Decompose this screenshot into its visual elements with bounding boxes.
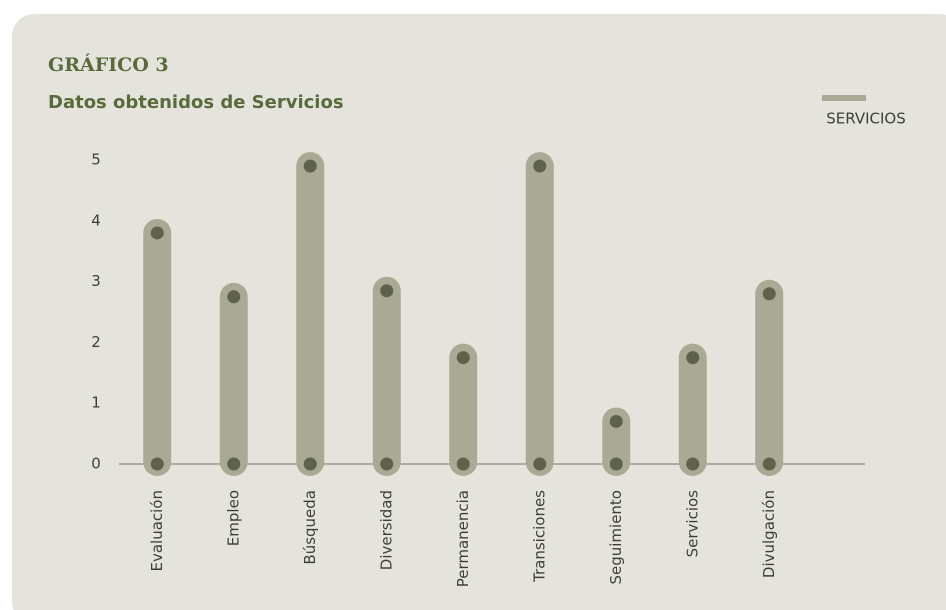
bar (602, 407, 631, 476)
legend-swatch (822, 95, 866, 101)
base-dot (456, 457, 470, 471)
base-dot (227, 457, 241, 471)
chart-title: GRÁFICO 3 (48, 53, 169, 76)
base-dot (686, 457, 700, 471)
value-dot (456, 351, 470, 365)
base-dot (762, 457, 776, 471)
y-tick-label: 4 (91, 211, 101, 229)
x-tick-label: Empleo (224, 490, 242, 546)
base-dot (609, 457, 623, 471)
value-dot (380, 284, 394, 298)
base-dot (303, 457, 317, 471)
base-dot (380, 457, 394, 471)
x-tick-label: Transiciones (530, 490, 548, 583)
y-tick-label: 2 (91, 333, 101, 351)
bar (449, 343, 478, 476)
bar (525, 152, 554, 476)
y-tick-label: 0 (91, 455, 101, 473)
bar (678, 343, 707, 476)
base-dot (150, 457, 164, 471)
bar (219, 282, 248, 476)
x-tick-label: Evaluación (148, 490, 166, 572)
x-tick-label: Búsqueda (301, 490, 319, 565)
base-dot (533, 457, 547, 471)
x-tick-label: Servicios (683, 490, 701, 558)
chart-subtitle: Datos obtenidos de Servicios (48, 92, 344, 113)
value-dot (150, 226, 164, 240)
x-tick-label: Divulgación (760, 490, 778, 578)
y-tick-label: 1 (91, 394, 101, 412)
x-tick-label: Permanencia (454, 490, 472, 587)
bar (372, 276, 401, 476)
bar (143, 218, 172, 476)
value-dot (303, 159, 317, 173)
value-dot (533, 159, 547, 173)
value-dot (227, 290, 241, 304)
x-tick-label: Diversidad (377, 490, 395, 570)
y-tick-label: 3 (91, 272, 101, 290)
bar (296, 152, 325, 476)
value-dot (609, 414, 623, 428)
y-tick-label: 5 (91, 151, 101, 169)
value-dot (686, 351, 700, 365)
legend-label: SERVICIOS (826, 110, 906, 128)
bar (755, 279, 784, 476)
x-tick-label: Seguimiento (607, 490, 625, 585)
value-dot (762, 287, 776, 301)
